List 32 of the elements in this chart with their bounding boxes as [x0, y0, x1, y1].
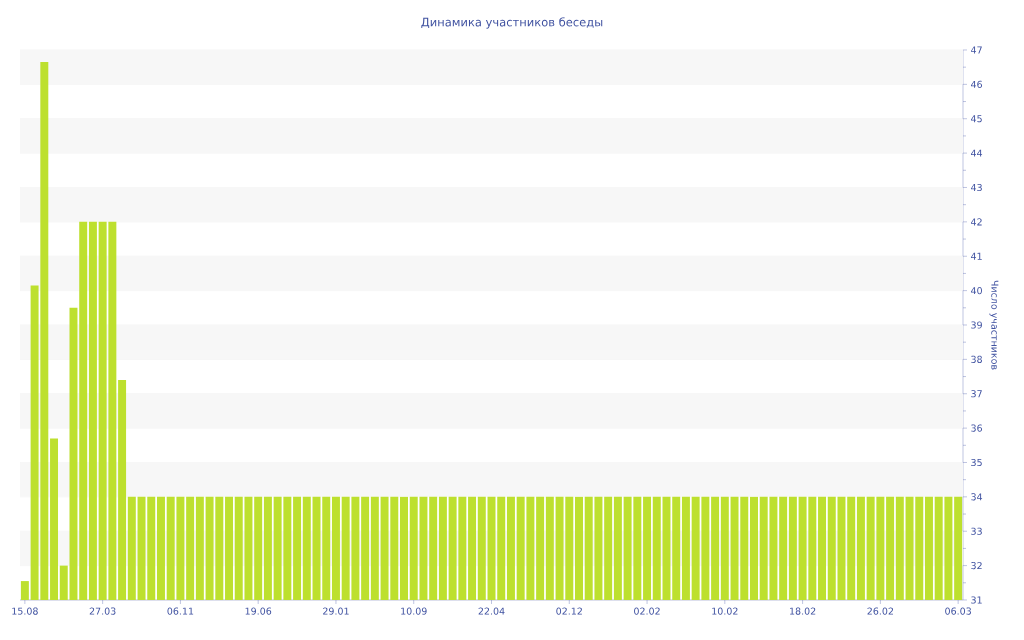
y-tick-label: 31 — [971, 596, 982, 604]
y-tick-label: 33 — [971, 527, 982, 535]
y-tick-label: 44 — [970, 149, 983, 157]
y-tick-label: 45 — [970, 115, 982, 123]
y-tick-label: 41 — [970, 252, 982, 260]
x-tick-label: 15.08 — [12, 607, 38, 615]
x-tick-label: 22.04 — [478, 607, 505, 615]
x-tick-label: 10.09 — [401, 607, 427, 615]
y-tick-label: 32 — [971, 562, 982, 570]
x-tick-label: 06.11 — [167, 607, 194, 615]
x-tick-label: 18.02 — [790, 607, 816, 615]
y-tick-label: 47 — [970, 46, 982, 54]
x-tick-label: 10.02 — [712, 607, 738, 615]
y-tick-label: 46 — [970, 80, 983, 88]
x-tick-label: 26.02 — [867, 607, 894, 615]
y-tick-label: 43 — [970, 183, 982, 192]
x-tick-label: 02.02 — [634, 607, 660, 615]
chart-title: Динамика участников беседы — [421, 17, 603, 29]
x-tick-label: 27.03 — [89, 607, 116, 615]
y-tick-label: 40 — [970, 287, 982, 295]
y-tick-label: 39 — [971, 321, 982, 329]
y-axis-title: Число участников — [989, 280, 999, 370]
x-tick-label: 06.03 — [945, 607, 971, 615]
y-tick-label: 37 — [971, 390, 982, 398]
x-tick-label: 19.06 — [245, 607, 272, 615]
y-tick-label: 36 — [971, 424, 983, 432]
y-tick-label: 34 — [971, 493, 983, 501]
y-tick-label: 38 — [971, 355, 982, 363]
x-tick-label: 02.12 — [556, 607, 582, 615]
x-tick-label: 29.01 — [323, 607, 349, 615]
y-tick-label: 35 — [971, 458, 982, 467]
y-tick-label: 42 — [970, 218, 982, 226]
